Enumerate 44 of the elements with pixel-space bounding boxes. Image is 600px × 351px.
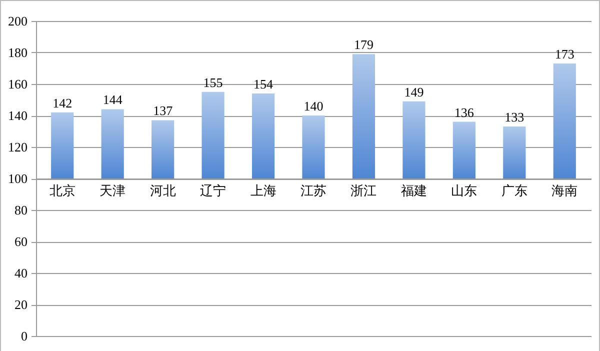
y-tick-label: 40 xyxy=(14,266,28,280)
y-tick-label: 60 xyxy=(14,234,28,249)
bar xyxy=(302,116,325,178)
x-tick-label: 广东 xyxy=(501,184,528,199)
x-tick-label: 海南 xyxy=(552,184,578,199)
x-tick-label: 福建 xyxy=(400,184,427,199)
x-tick-label: 天津 xyxy=(100,184,126,199)
y-tick-label: 140 xyxy=(8,108,28,123)
y-tick-label: 20 xyxy=(14,297,28,312)
data-label: 173 xyxy=(554,46,574,62)
x-tick-label: 河北 xyxy=(150,184,176,199)
data-label: 133 xyxy=(504,110,524,125)
x-tick-label: 上海 xyxy=(250,184,276,199)
y-tick-label: 200 xyxy=(8,14,28,28)
data-label: 155 xyxy=(203,74,223,90)
data-label: 179 xyxy=(354,37,374,52)
y-tick-label: 0 xyxy=(21,328,28,344)
data-label: 137 xyxy=(153,103,174,118)
y-tick-label: 180 xyxy=(8,45,28,60)
bar xyxy=(202,92,224,178)
x-tick-label: 北京 xyxy=(49,184,76,199)
bar xyxy=(101,109,124,178)
data-label: 149 xyxy=(404,84,424,100)
data-label: 140 xyxy=(304,98,324,114)
bar xyxy=(252,93,275,178)
data-label: 142 xyxy=(52,95,72,110)
data-label: 136 xyxy=(454,104,474,120)
data-label: 154 xyxy=(254,76,274,92)
y-tick-label: 160 xyxy=(8,76,28,92)
bar xyxy=(553,64,576,178)
bar xyxy=(402,101,426,178)
bar xyxy=(51,112,74,178)
y-tick-label: 100 xyxy=(8,171,28,186)
bar xyxy=(352,54,376,178)
x-tick-label: 辽宁 xyxy=(200,183,226,199)
bar xyxy=(152,120,174,178)
bar xyxy=(503,126,526,178)
x-tick-label: 山东 xyxy=(451,184,478,199)
bar xyxy=(452,122,476,178)
y-tick-label: 80 xyxy=(14,202,28,218)
data-label: 144 xyxy=(102,92,123,108)
x-tick-label: 浙江 xyxy=(350,184,377,199)
x-tick-label: 江苏 xyxy=(300,184,326,199)
y-tick-label: 120 xyxy=(8,140,28,154)
